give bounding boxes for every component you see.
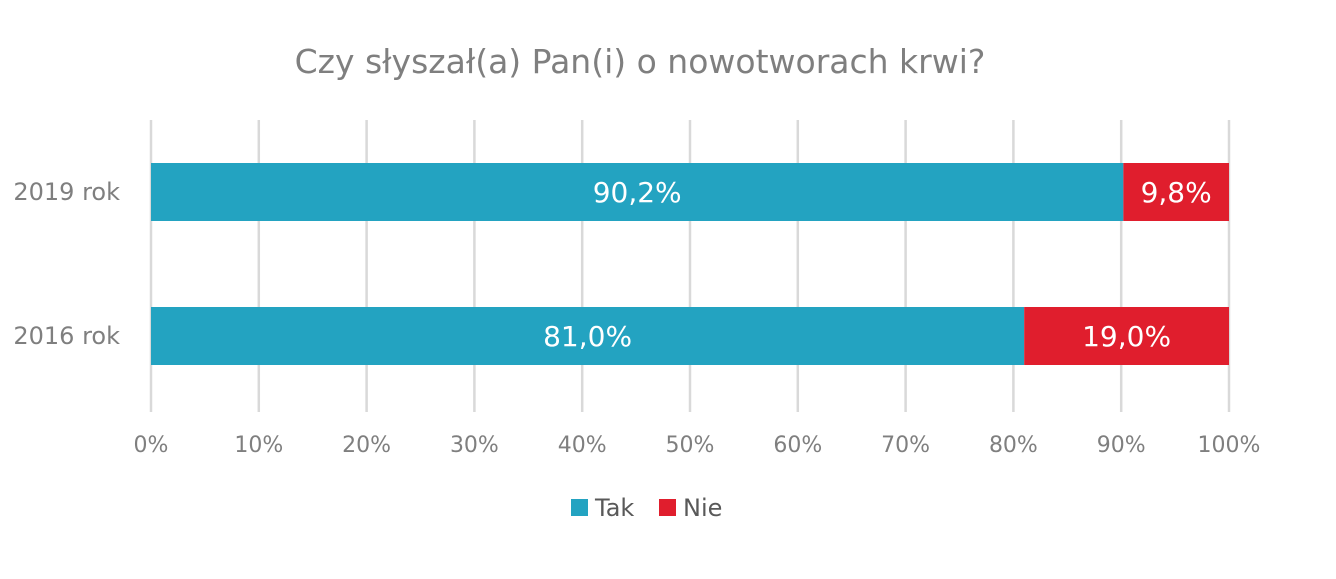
data-label: 81,0% <box>543 320 632 353</box>
x-tick-label: 90% <box>1097 433 1146 458</box>
legend-swatch-nie <box>659 499 676 516</box>
bar-tak-1 <box>151 307 1025 365</box>
legend: Tak Nie <box>571 494 722 522</box>
bar-nie-0 <box>1123 163 1229 221</box>
legend-swatch-tak <box>571 499 588 516</box>
x-tick-label: 100% <box>1198 433 1261 458</box>
category-label: 2019 rok <box>13 178 120 206</box>
bar-nie-1 <box>1024 307 1229 365</box>
legend-label: Tak <box>594 494 634 522</box>
x-tick-label: 70% <box>881 433 930 458</box>
x-tick-label: 0% <box>134 433 169 458</box>
labels: 0% 10% 20% 30% 40% 50% 60% 70% 80% 90% 100% 2019 ro… <box>13 176 1260 458</box>
bars <box>151 163 1229 365</box>
category-label: 2016 rok <box>13 322 120 350</box>
x-tick-label: 20% <box>342 433 391 458</box>
x-tick-label: 60% <box>773 433 822 458</box>
data-label: 90,2% <box>593 176 682 209</box>
x-tick-label: 40% <box>558 433 607 458</box>
x-tick-label: 80% <box>989 433 1038 458</box>
bar-tak-0 <box>151 163 1124 221</box>
data-label: 9,8% <box>1141 176 1212 209</box>
data-label: 19,0% <box>1082 320 1171 353</box>
x-tick-label: 10% <box>234 433 283 458</box>
legend-label: Nie <box>683 494 722 522</box>
x-tick-label: 50% <box>666 433 715 458</box>
chart-title: Czy słyszał(a) Pan(i) o nowotworach krwi… <box>295 42 986 81</box>
x-tick-label: 30% <box>450 433 499 458</box>
